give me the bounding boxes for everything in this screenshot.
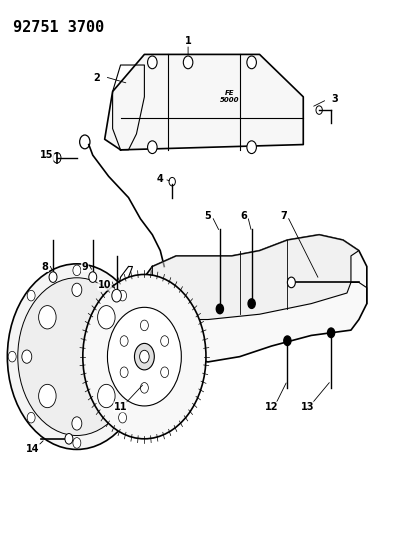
Circle shape [247,56,256,69]
Circle shape [80,135,90,149]
Text: 2: 2 [93,73,100,83]
Ellipse shape [122,350,132,364]
Circle shape [53,152,61,163]
Circle shape [18,278,136,435]
Circle shape [161,367,169,377]
Text: 15: 15 [40,150,54,160]
Polygon shape [105,54,303,150]
Circle shape [119,413,126,423]
Polygon shape [144,235,367,362]
Text: 12: 12 [265,402,278,412]
Circle shape [247,141,256,154]
Circle shape [98,384,115,408]
Circle shape [119,290,126,301]
Text: FE
5000: FE 5000 [220,90,240,103]
Text: 6: 6 [240,211,247,221]
Circle shape [284,336,291,345]
Circle shape [89,272,97,282]
Circle shape [140,383,148,393]
Circle shape [287,277,295,288]
Text: 4: 4 [157,174,164,184]
Text: 92751 3700: 92751 3700 [13,20,104,35]
Circle shape [248,299,255,309]
Circle shape [169,177,175,186]
Circle shape [83,274,206,439]
Text: 5: 5 [204,211,211,221]
Text: 10: 10 [98,280,112,290]
Circle shape [7,264,146,449]
Circle shape [328,328,335,337]
Text: 13: 13 [300,402,314,412]
Circle shape [120,336,128,346]
Circle shape [112,289,121,302]
Text: 9: 9 [82,262,88,271]
Ellipse shape [22,350,32,364]
Text: 7: 7 [280,211,287,221]
Ellipse shape [72,283,82,296]
Circle shape [27,413,35,423]
Circle shape [138,351,146,362]
Text: 11: 11 [114,402,127,412]
Circle shape [39,305,56,329]
Circle shape [120,367,128,377]
Text: 3: 3 [332,94,338,104]
Text: 1: 1 [185,36,192,46]
Text: 14: 14 [26,445,40,455]
Circle shape [140,320,148,330]
Circle shape [73,438,81,448]
Circle shape [148,141,157,154]
Ellipse shape [72,417,82,430]
Circle shape [148,56,157,69]
Circle shape [216,304,224,314]
Polygon shape [152,235,359,319]
Circle shape [134,343,154,370]
Circle shape [49,272,57,282]
Circle shape [108,308,181,406]
Circle shape [161,336,169,346]
Circle shape [316,106,322,114]
Circle shape [183,56,193,69]
Circle shape [8,351,16,362]
Circle shape [27,290,35,301]
Circle shape [140,350,149,363]
Circle shape [39,384,56,408]
Circle shape [73,265,81,276]
Circle shape [65,433,73,444]
Circle shape [98,305,115,329]
Text: 8: 8 [42,262,48,271]
